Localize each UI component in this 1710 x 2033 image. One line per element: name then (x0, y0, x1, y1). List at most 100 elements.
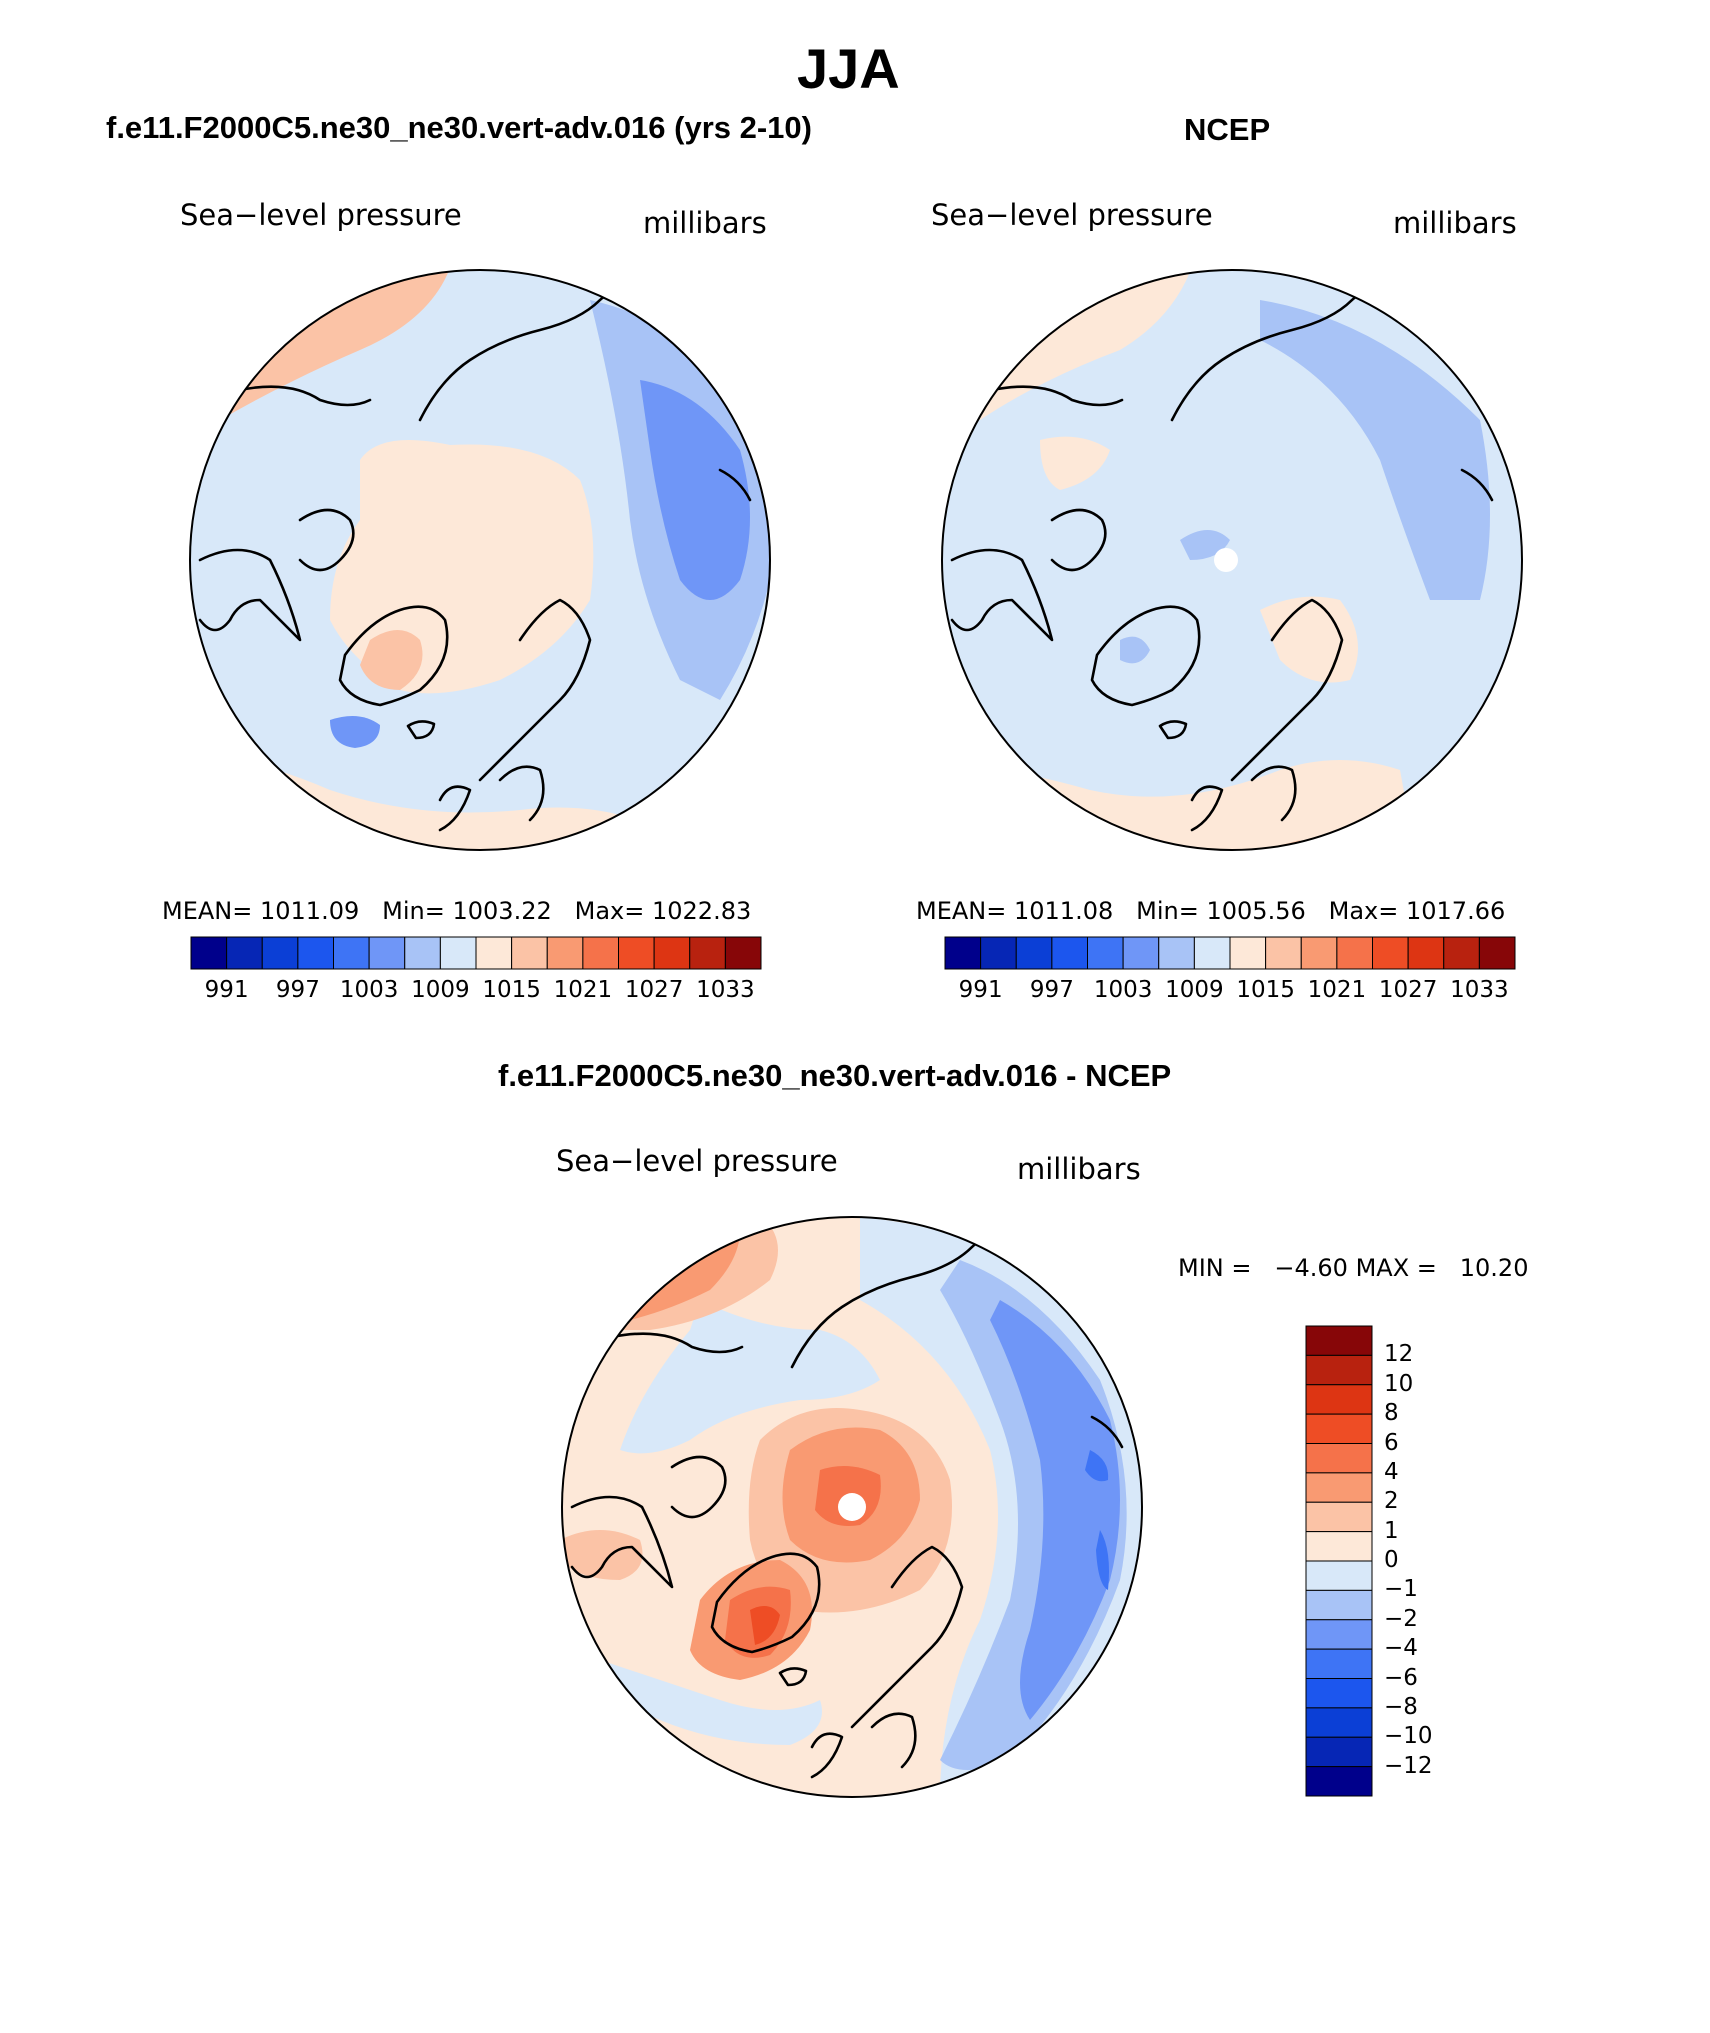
colorbar-swatch (1305, 1619, 1373, 1650)
right-variable-label: Sea−level pressure (931, 198, 1213, 232)
left-max-value: 1022.83 (652, 897, 752, 925)
colorbar-swatch (1305, 1531, 1373, 1562)
colorbar-swatch (980, 936, 1017, 970)
colorbar-swatch (1305, 1648, 1373, 1679)
bottom-variable-label: Sea−level pressure (556, 1144, 838, 1178)
colorbar-tick-label: 997 (275, 977, 320, 1003)
left-variable-label: Sea−level pressure (180, 198, 462, 232)
colorbar-swatch (1305, 1443, 1373, 1474)
colorbar-swatch (653, 936, 691, 970)
bottom-units-label: millibars (1017, 1152, 1141, 1186)
right-min-value: 1005.56 (1206, 897, 1306, 925)
colorbar-tick-label: 991 (958, 977, 1003, 1003)
colorbar-swatch (1305, 1678, 1373, 1709)
right-mean-value: 1011.08 (1014, 897, 1114, 925)
colorbar-swatch (1336, 936, 1373, 970)
bottom-min-value: −4.60 (1274, 1254, 1348, 1282)
right-max-value: 1017.66 (1406, 897, 1506, 925)
colorbar-tick-label: −6 (1384, 1664, 1418, 1691)
colorbar-swatch (368, 936, 406, 970)
colorbar-tick-label: 6 (1384, 1429, 1399, 1456)
colorbar-swatch (1229, 936, 1267, 970)
figure-title: JJA (797, 37, 900, 100)
right-colorbar (944, 936, 1516, 970)
left-units-label: millibars (643, 206, 767, 240)
colorbar-swatch (1087, 936, 1124, 970)
colorbar-tick-label: −12 (1384, 1752, 1433, 1779)
colorbar-swatch (511, 936, 548, 970)
panel-bottom-title: f.e11.F2000C5.ne30_ne30.vert-adv.016 - N… (498, 1058, 1172, 1093)
left-min-label: Min= (382, 897, 445, 925)
colorbar-swatch (439, 936, 477, 970)
colorbar-swatch (226, 936, 263, 970)
colorbar-swatch (1305, 1736, 1373, 1768)
colorbar-swatch (1305, 1766, 1373, 1797)
colorbar-tick-label: 1027 (1378, 977, 1438, 1003)
colorbar-swatch (1305, 1384, 1373, 1415)
colorbar-tick-label: 1033 (696, 977, 755, 1003)
colorbar-swatch (1443, 936, 1480, 970)
colorbar-tick-label: 1033 (1450, 977, 1509, 1003)
colorbar-swatch (1305, 1501, 1373, 1533)
left-min-value: 1003.22 (452, 897, 552, 925)
colorbar-swatch (190, 936, 228, 970)
colorbar-swatch (1305, 1560, 1373, 1591)
colorbar-swatch (404, 936, 441, 970)
colorbar-tick-label: 991 (204, 977, 249, 1003)
panel-right-title: NCEP (1184, 112, 1271, 147)
colorbar-swatch (944, 936, 982, 970)
colorbar-swatch (1305, 1472, 1373, 1503)
right-min-label: Min= (1136, 897, 1199, 925)
colorbar-tick-label: 1015 (1236, 977, 1295, 1003)
colorbar-swatch (1122, 936, 1160, 970)
colorbar-tick-label: 8 (1384, 1400, 1399, 1427)
colorbar-tick-label: 4 (1384, 1458, 1399, 1485)
colorbar-tick-label: −2 (1384, 1605, 1418, 1632)
colorbar-tick-label: 0 (1384, 1547, 1399, 1573)
left-max-label: Max= (574, 897, 645, 925)
colorbar-tick-label: 1021 (1307, 977, 1367, 1003)
colorbar-swatch (1305, 1413, 1373, 1444)
colorbar-tick-label: 1 (1384, 1517, 1399, 1544)
colorbar-tick-label: 2 (1384, 1488, 1399, 1515)
right-mean-label: MEAN= (916, 897, 1007, 925)
right-max-label: Max= (1328, 897, 1399, 925)
colorbar-swatch (1305, 1707, 1373, 1738)
colorbar-swatch (1305, 1354, 1373, 1386)
colorbar-swatch (1305, 1325, 1373, 1356)
colorbar-swatch (1158, 936, 1195, 970)
colorbar-swatch (1265, 936, 1302, 970)
colorbar-swatch (618, 936, 655, 970)
left-stats: MEAN= 1011.09 Min= 1003.22 Max= 1022.83 (162, 897, 751, 925)
right-stats: MEAN= 1011.08 Min= 1005.56 Max= 1017.66 (916, 897, 1505, 925)
colorbar-tick-label: 1003 (1093, 977, 1153, 1003)
colorbar-tick-label: 1009 (1165, 977, 1224, 1003)
colorbar-tick-label: −4 (1384, 1635, 1418, 1662)
colorbar-swatch (582, 936, 619, 970)
colorbar-swatch (689, 936, 726, 970)
panel-left-title: f.e11.F2000C5.ne30_ne30.vert-adv.016 (yr… (106, 110, 812, 145)
colorbar-tick-label: −8 (1384, 1693, 1418, 1720)
colorbar-swatch (1407, 936, 1445, 970)
colorbar-swatch (475, 936, 513, 970)
colorbar-tick-label: 10 (1384, 1370, 1414, 1397)
colorbar-swatch (297, 936, 334, 970)
colorbar-swatch (546, 936, 584, 970)
colorbar-swatch (1305, 1589, 1373, 1621)
left-colorbar (190, 936, 762, 970)
colorbar-swatch (1051, 936, 1088, 970)
colorbar-swatch (1300, 936, 1338, 970)
colorbar-swatch (333, 936, 370, 970)
colorbar-swatch (1478, 936, 1516, 970)
left-mean-label: MEAN= (162, 897, 253, 925)
left-mean-value: 1011.09 (260, 897, 360, 925)
colorbar-swatch (1372, 936, 1409, 970)
bottom-max-value: 10.20 (1459, 1254, 1529, 1282)
colorbar-tick-label: 997 (1029, 977, 1074, 1003)
colorbar-tick-label: −10 (1384, 1723, 1433, 1750)
colorbar-tick-label: 1027 (624, 977, 684, 1003)
colorbar-swatch (724, 936, 762, 970)
